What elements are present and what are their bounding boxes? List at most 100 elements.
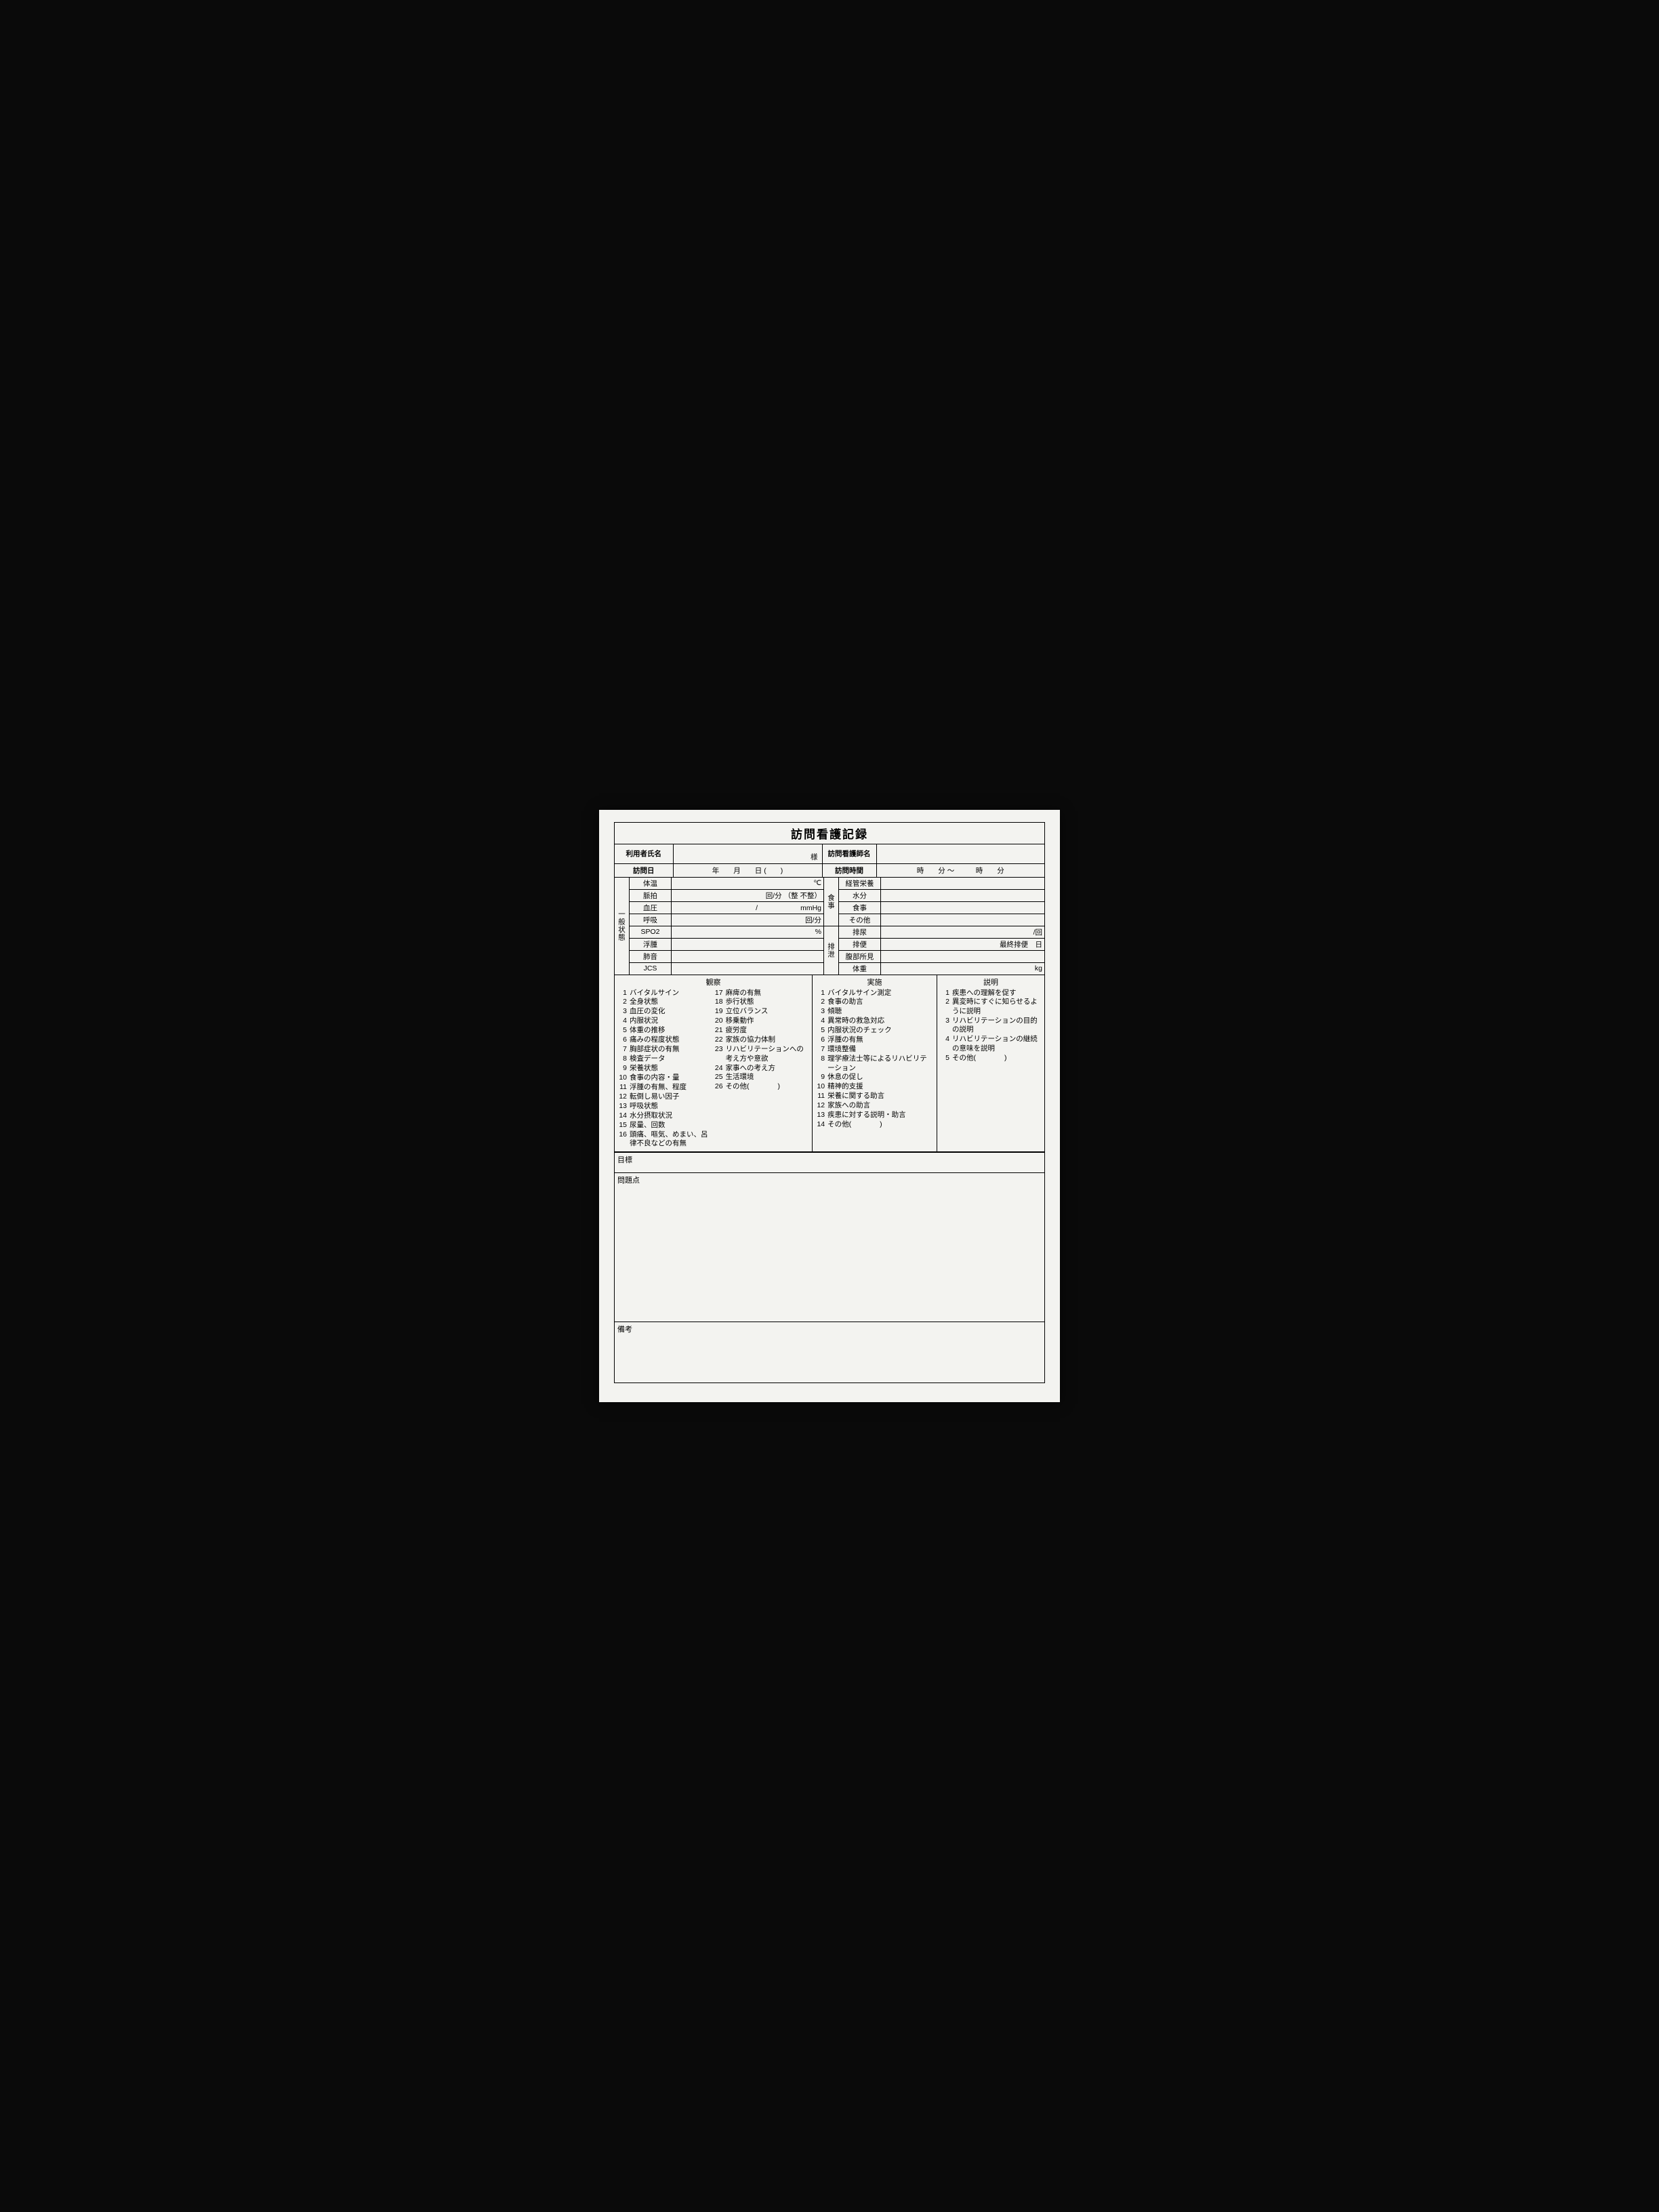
jcs-field[interactable] — [672, 962, 824, 975]
list-item: 21疲労度 — [714, 1026, 810, 1035]
abdomen-field[interactable] — [881, 950, 1045, 962]
nurse-label: 訪問看護師名 — [822, 844, 876, 863]
problems-label: 問題点 — [615, 1173, 1044, 1187]
vitals-table: 一般状態 体温 ℃ 食事 経管栄養 脈拍 回/分 （整 不整） 水分 血圧 / … — [615, 878, 1044, 975]
urine-label: 排尿 — [839, 926, 881, 938]
water-field[interactable] — [881, 889, 1045, 901]
resp-label: 呼吸 — [630, 914, 672, 926]
meal-section-label: 食事 — [826, 894, 836, 909]
list-item: 11浮腫の有無、程度 — [617, 1083, 714, 1092]
list-item: 13疾患に対する説明・助言 — [815, 1111, 934, 1120]
pulse-field[interactable]: 回/分 （整 不整） — [672, 889, 824, 901]
list-item: 11栄養に関する助言 — [815, 1092, 934, 1101]
bp-label: 血圧 — [630, 901, 672, 914]
mealother-field[interactable] — [881, 914, 1045, 926]
problems-box[interactable]: 問題点 — [615, 1172, 1044, 1322]
list-item: 6痛みの程度状態 — [617, 1036, 714, 1044]
list-item: 18歩行状態 — [714, 998, 810, 1006]
list-item: 20移乗動作 — [714, 1017, 810, 1025]
visit-time-field[interactable]: 時 分 ～ 時 分 — [876, 863, 1044, 877]
list-item: 2全身状態 — [617, 998, 714, 1006]
list-item: 5その他( ) — [940, 1054, 1042, 1063]
list-item: 6浮腫の有無 — [815, 1036, 934, 1044]
list-item: 14水分摂取状況 — [617, 1111, 714, 1120]
excretion-section-label: 排泄 — [826, 943, 836, 958]
nurse-field[interactable] — [876, 844, 1044, 863]
list-item: 1疾患への理解を促す — [940, 989, 1042, 998]
list-item: 12転倒し易い因子 — [617, 1092, 714, 1101]
list-item: 24家事への考え方 — [714, 1064, 810, 1073]
list-item: 25生活環境 — [714, 1073, 810, 1082]
urine-field[interactable]: /回 — [881, 926, 1045, 938]
visit-time-label: 訪問時間 — [822, 863, 876, 877]
goal-label: 目標 — [615, 1153, 1044, 1166]
list-item: 3血圧の変化 — [617, 1007, 714, 1016]
list-item: 8理学療法士等によるリハビリテーション — [815, 1054, 934, 1073]
weight-label: 体重 — [839, 962, 881, 975]
list-item: 1バイタルサイン測定 — [815, 989, 934, 998]
list-item: 4異常時の救急対応 — [815, 1017, 934, 1025]
list-item: 5内服状況のチェック — [815, 1026, 934, 1035]
tube-field[interactable] — [881, 878, 1045, 890]
user-name-field[interactable]: 様 — [673, 844, 822, 863]
list-item: 23リハビリテーションへの考え方や意欲 — [714, 1045, 810, 1063]
spo2-label: SPO2 — [630, 926, 672, 938]
observation-col: 観察 1バイタルサイン2全身状態3血圧の変化4内服状況5体重の推移6痛みの程度状… — [615, 975, 813, 1152]
list-item: 10食事の内容・量 — [617, 1073, 714, 1082]
general-section-label: 一般状態 — [617, 910, 627, 941]
paper-form: 訪問看護記録 利用者氏名 様 訪問看護師名 訪問日 年 月 日 ( ) 訪問時間… — [599, 810, 1060, 1402]
bp-field[interactable]: / mmHg — [672, 901, 824, 914]
goal-box[interactable]: 目標 — [615, 1152, 1044, 1172]
form-border: 訪問看護記録 利用者氏名 様 訪問看護師名 訪問日 年 月 日 ( ) 訪問時間… — [614, 822, 1045, 1383]
list-item: 22家族の協力体制 — [714, 1036, 810, 1044]
edema-label: 浮腫 — [630, 938, 672, 950]
stool-field[interactable]: 最終排便 日 — [881, 938, 1045, 950]
list-item: 26その他( ) — [714, 1082, 810, 1091]
implementation-header: 実施 — [815, 977, 934, 987]
weight-field[interactable]: kg — [881, 962, 1045, 975]
list-item: 12家族への助言 — [815, 1101, 934, 1110]
list-item: 14その他( ) — [815, 1120, 934, 1129]
lists-table: 観察 1バイタルサイン2全身状態3血圧の変化4内服状況5体重の推移6痛みの程度状… — [615, 975, 1044, 1152]
list-item: 19立位バランス — [714, 1007, 810, 1016]
list-item: 3リハビリテーションの目的の説明 — [940, 1017, 1042, 1035]
notes-label: 備考 — [615, 1322, 1044, 1336]
list-item: 7胸部症状の有無 — [617, 1045, 714, 1054]
water-label: 水分 — [839, 889, 881, 901]
lung-field[interactable] — [672, 950, 824, 962]
abdomen-label: 腹部所見 — [839, 950, 881, 962]
resp-field[interactable]: 回/分 — [672, 914, 824, 926]
tube-label: 経管栄養 — [839, 878, 881, 890]
notes-box[interactable]: 備考 — [615, 1322, 1044, 1382]
list-item: 13呼吸状態 — [617, 1102, 714, 1111]
list-item: 1バイタルサイン — [617, 989, 714, 998]
stool-label: 排便 — [839, 938, 881, 950]
visit-date-field[interactable]: 年 月 日 ( ) — [673, 863, 822, 877]
lung-label: 肺音 — [630, 950, 672, 962]
edema-field[interactable] — [672, 938, 824, 950]
meal-label: 食事 — [839, 901, 881, 914]
pulse-label: 脈拍 — [630, 889, 672, 901]
list-item: 4リハビリテーションの継続の意味を説明 — [940, 1035, 1042, 1053]
mealother-label: その他 — [839, 914, 881, 926]
visit-date-label: 訪問日 — [615, 863, 673, 877]
list-item: 5体重の推移 — [617, 1026, 714, 1035]
spo2-field[interactable]: % — [672, 926, 824, 938]
list-item: 3傾聴 — [815, 1007, 934, 1016]
user-name-label: 利用者氏名 — [615, 844, 673, 863]
list-item: 9栄養状態 — [617, 1064, 714, 1073]
explanation-header: 説明 — [940, 977, 1042, 987]
temp-field[interactable]: ℃ — [672, 878, 824, 890]
explanation-col: 説明 1疾患への理解を促す2異変時にすぐに知らせるように説明3リハビリテーション… — [937, 975, 1044, 1152]
list-item: 8検査データ — [617, 1054, 714, 1063]
header-table: 利用者氏名 様 訪問看護師名 訪問日 年 月 日 ( ) 訪問時間 時 分 ～ … — [615, 844, 1044, 878]
observation-header: 観察 — [617, 977, 809, 987]
implementation-col: 実施 1バイタルサイン測定2食事の助言3傾聴4異常時の救急対応5内服状況のチェッ… — [813, 975, 937, 1152]
jcs-label: JCS — [630, 962, 672, 975]
list-item: 4内服状況 — [617, 1017, 714, 1025]
meal-field[interactable] — [881, 901, 1045, 914]
temp-label: 体温 — [630, 878, 672, 890]
form-title: 訪問看護記録 — [615, 823, 1044, 844]
list-item: 15尿量、回数 — [617, 1121, 714, 1130]
list-item: 9休息の促し — [815, 1073, 934, 1082]
